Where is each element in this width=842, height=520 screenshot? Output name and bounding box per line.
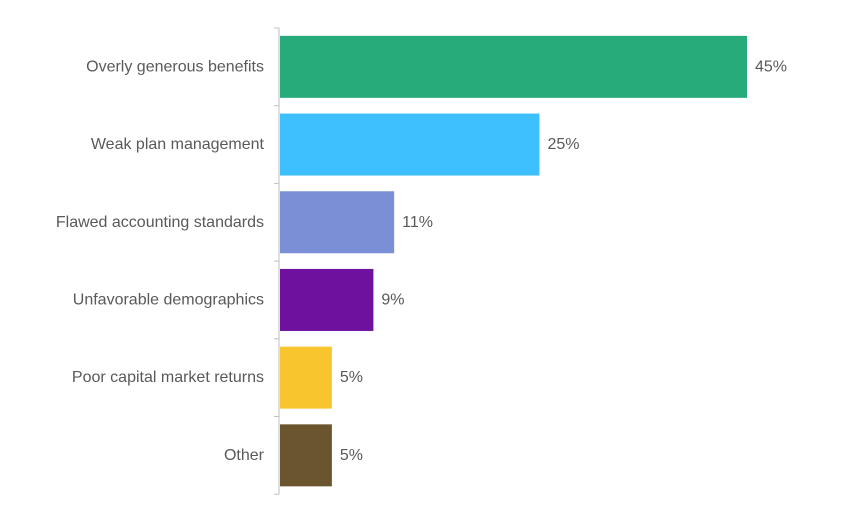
value-label-overly-generous-benefits: 45%: [755, 58, 787, 75]
category-label-overly-generous-benefits: Overly generous benefits: [86, 58, 264, 75]
category-label-weak-plan-management: Weak plan management: [91, 136, 265, 153]
bars-group: [280, 35, 747, 487]
value-label-flawed-accounting-standards: 11%: [402, 214, 433, 231]
category-label-unfavorable-demographics: Unfavorable demographics: [73, 291, 264, 308]
value-label-other: 5%: [340, 447, 363, 464]
bar-overly-generous-benefits: [280, 35, 747, 98]
category-label-other: Other: [224, 447, 265, 464]
bar-poor-capital-market-returns: [280, 346, 332, 409]
value-labels: 45% 25% 11% 9% 5% 5%: [340, 58, 787, 464]
bar-flawed-accounting-standards: [280, 191, 395, 254]
value-label-poor-capital-market-returns: 5%: [340, 369, 363, 386]
category-axis: [274, 27, 280, 495]
bar-weak-plan-management: [280, 113, 540, 176]
category-label-flawed-accounting-standards: Flawed accounting standards: [56, 214, 264, 231]
category-label-poor-capital-market-returns: Poor capital market returns: [72, 369, 264, 386]
bar-unfavorable-demographics: [280, 268, 374, 331]
value-label-weak-plan-management: 25%: [547, 136, 579, 153]
category-labels: Overly generous benefits Weak plan manage…: [56, 58, 265, 464]
bar-other: [280, 424, 332, 487]
value-label-unfavorable-demographics: 9%: [381, 291, 404, 308]
